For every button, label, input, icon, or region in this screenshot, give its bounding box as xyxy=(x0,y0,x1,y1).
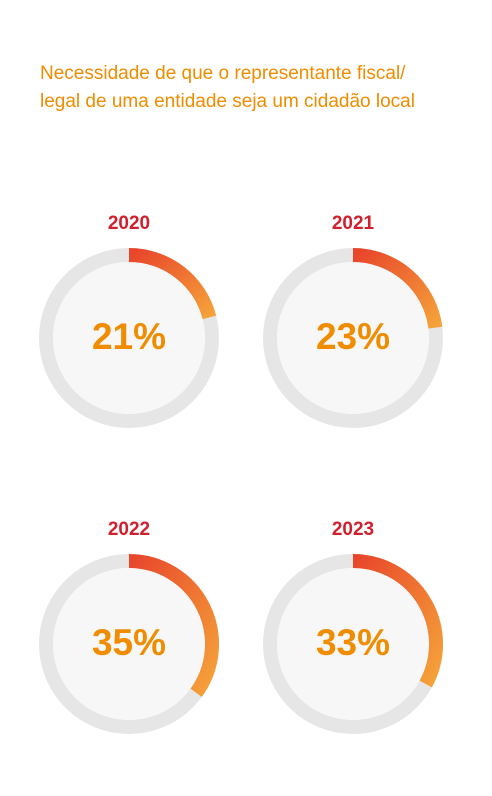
value-label-2022: 35% xyxy=(92,622,166,663)
value-arc-2021 xyxy=(352,248,443,329)
donut-2023: 2023 33% xyxy=(263,518,443,734)
year-label-2020: 2020 xyxy=(107,213,151,234)
value-arc-2022 xyxy=(128,554,219,697)
donut-ring-2022: 35% xyxy=(39,554,219,734)
donut-2022: 2022 35% xyxy=(39,518,219,734)
ring-inner-2021 xyxy=(277,262,429,414)
donut-ring-2023: 33% xyxy=(263,554,443,734)
chart-title-line-2: legal de uma entidade seja um cidadão lo… xyxy=(40,91,415,112)
value-label-2023: 33% xyxy=(316,622,390,663)
donut-ring-2021: 23% xyxy=(263,248,443,428)
year-label-2023: 2023 xyxy=(331,519,375,540)
ring-inner-2023 xyxy=(277,568,429,720)
donut-2021: 2021 23% xyxy=(263,212,443,428)
value-label-2020: 21% xyxy=(92,316,166,357)
donut-2020: 2020 21% xyxy=(39,212,219,428)
year-label-2022: 2022 xyxy=(107,519,151,540)
ring-inner-2020 xyxy=(53,262,205,414)
value-label-2021: 23% xyxy=(316,316,390,357)
chart-title-line-1: Necessidade de que o representante fisca… xyxy=(40,63,406,84)
donut-ring-2020: 21% xyxy=(39,248,219,428)
value-arc-2023 xyxy=(352,554,443,688)
year-label-2021: 2021 xyxy=(331,213,375,234)
value-arc-2020 xyxy=(128,248,217,320)
chart-title: Necessidade de que o representante fisca… xyxy=(40,60,480,116)
ring-inner-2022 xyxy=(53,568,205,720)
